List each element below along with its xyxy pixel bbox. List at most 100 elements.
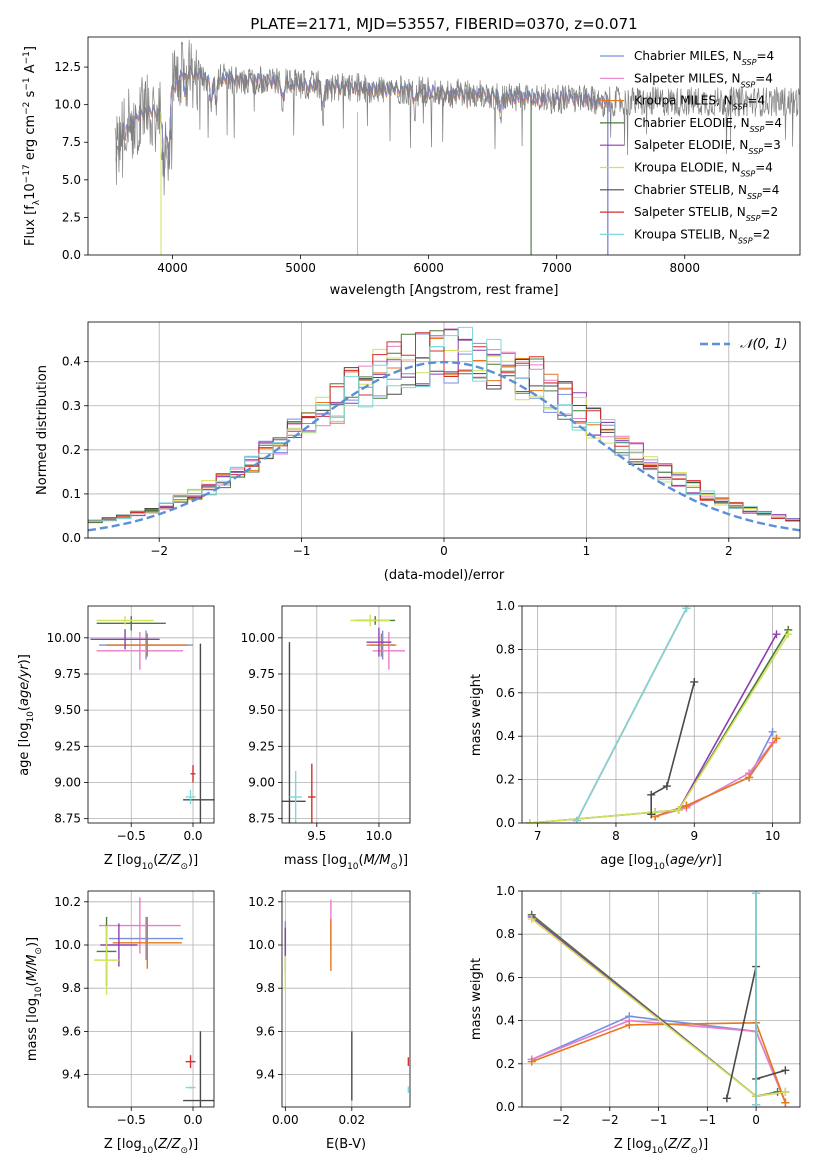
y-tick-label: 7.5: [62, 135, 81, 149]
y-tick-label: 0.4: [496, 1014, 515, 1028]
y-tick-label: 0.1: [62, 487, 81, 501]
weight-marker: [784, 630, 793, 639]
y-tick-label: 1.0: [496, 599, 515, 613]
y-tick-label: 10.0: [248, 938, 275, 952]
y-axis-label: Normed distribution: [35, 365, 50, 495]
y-tick-label: 9.25: [54, 739, 81, 753]
x-tick-label: −2: [150, 544, 168, 558]
x-tick-label: 4000: [157, 261, 188, 275]
y-tick-label: 10.0: [54, 938, 81, 952]
residual-histogram: [88, 326, 800, 522]
axes-frame: [281, 605, 411, 824]
y-tick-label: 0.0: [496, 816, 515, 830]
legend-label: Salpeter ELODIE, NSSP=3: [634, 138, 781, 156]
y-tick-label: 9.75: [54, 667, 81, 681]
weight-line: [531, 1019, 787, 1104]
x-tick-label: −0.5: [117, 1113, 146, 1127]
y-tick-label: 10.2: [248, 895, 275, 909]
x-tick-label: −1: [650, 1113, 668, 1127]
x-tick-label: −1: [698, 1113, 716, 1127]
plot-area: [284, 899, 410, 1101]
legend-label: Kroupa ELODIE, NSSP=4: [634, 161, 773, 179]
axes-massweight_vs_Z: −2 −2 −1 −1 0 0.0 0.2 0.4 0.6 0.8 1.0 Z [log10(Z/Z⊙…: [469, 884, 801, 1156]
y-tick-label: 9.00: [54, 775, 81, 789]
figure-title: PLATE=2171, MJD=53557, FIBERID=0370, z=0…: [250, 15, 637, 33]
x-tick-label: 9: [690, 829, 698, 843]
weight-line: [531, 914, 778, 1098]
plot-area: [88, 326, 800, 532]
weight-line: [654, 731, 774, 818]
y-tick-label: 0.4: [496, 729, 515, 743]
plot-area: [527, 891, 790, 1107]
weight-marker: [662, 782, 671, 791]
weight-marker: [752, 1100, 761, 1107]
x-tick-label: 0.0: [183, 829, 202, 843]
legend-label: Kroupa MILES, NSSP=4: [634, 94, 765, 112]
y-tick-label: 9.50: [54, 703, 81, 717]
y-axis-label: age [log10(age/yr)]: [17, 654, 36, 776]
weight-marker: [674, 805, 683, 814]
weight-marker: [572, 816, 581, 823]
y-tick-label: 9.50: [248, 703, 275, 717]
axes-frame: [521, 890, 801, 1108]
x-axis-label: Z [log10(Z/Z⊙)]: [104, 1137, 198, 1156]
weight-marker: [527, 915, 536, 924]
y-tick-label: 0.2: [496, 1057, 515, 1071]
y-axis-label: mass [log10(M/M⊙)]: [25, 937, 44, 1061]
weight-line: [650, 681, 696, 815]
legend-label: Salpeter STELIB, NSSP=2: [634, 205, 778, 223]
axes-spectrum: 4000 5000 6000 7000 8000 0.0 2.5 5.0 7.5 10.0 12.5…: [22, 36, 801, 298]
weight-line: [529, 629, 789, 823]
x-tick-label: 0.00: [272, 1113, 299, 1127]
axes-frame: [87, 890, 215, 1108]
axes-mass_vs_Z: −0.5 0.0 9.4 9.6 9.8 10.0 10.2 Z [log10(Z/Z⊙)] m…: [25, 890, 215, 1156]
plot-area: [282, 614, 406, 823]
plot-area: [90, 616, 214, 823]
y-tick-label: 8.75: [54, 812, 81, 826]
weight-marker: [752, 891, 761, 898]
x-axis-label: age [log10(age/yr)]: [600, 853, 722, 872]
y-tick-label: 1.0: [496, 884, 515, 898]
plot-area: [114, 39, 800, 255]
x-tick-label: −0.5: [117, 829, 146, 843]
x-tick-label: 9.5: [307, 829, 326, 843]
y-tick-label: 0.6: [496, 970, 515, 984]
y-tick-label: 9.25: [248, 739, 275, 753]
y-tick-label: 0.0: [62, 248, 81, 262]
x-tick-label: 0.02: [338, 1113, 365, 1127]
axes-age_vs_mass: 9.5 10.0 8.75 9.00 9.25 9.50 9.75 10.00 mass [lo…: [241, 605, 411, 872]
y-tick-label: 9.8: [256, 981, 275, 995]
x-tick-label: 7: [534, 829, 542, 843]
y-tick-label: 9.00: [248, 775, 275, 789]
axes-frame: [87, 36, 801, 256]
plot-area: [525, 606, 793, 823]
y-axis-label: Flux [fλ10−17 erg cm−2 s−1 A−1]: [22, 46, 42, 246]
axes-age_vs_Z: −0.5 0.0 8.75 9.00 9.25 9.50 9.75 10.00 Z [log10…: [17, 605, 215, 872]
y-tick-label: 10.0: [54, 98, 81, 112]
y-tick-label: 8.75: [248, 812, 275, 826]
weight-line: [576, 607, 688, 822]
weight-marker: [682, 801, 691, 810]
y-tick-label: 0.8: [496, 642, 515, 656]
x-tick-label: 5000: [285, 261, 316, 275]
weight-marker: [625, 1020, 634, 1029]
weight-marker: [772, 630, 781, 639]
y-tick-label: 0.0: [496, 1100, 515, 1114]
weight-marker: [772, 734, 781, 743]
x-tick-label: 0: [752, 1113, 760, 1127]
gaussian-curve: [88, 360, 800, 532]
y-tick-label: 12.5: [54, 60, 81, 74]
y-axis-label: mass weight: [469, 674, 484, 756]
x-axis-label: wavelength [Angstrom, rest frame]: [330, 283, 559, 298]
x-axis-label: E(B-V): [326, 1137, 366, 1152]
legend-label: Chabrier MILES, NSSP=4: [634, 49, 774, 67]
axes-frame: [281, 890, 411, 1108]
x-tick-label: 8: [612, 829, 620, 843]
y-tick-label: 5.0: [62, 173, 81, 187]
y-tick-label: 9.8: [62, 981, 81, 995]
y-tick-label: 9.4: [62, 1068, 81, 1082]
weight-marker: [781, 1098, 790, 1107]
x-tick-label: 0.0: [183, 1113, 202, 1127]
y-axis-label: mass weight: [469, 958, 484, 1040]
x-tick-label: 8000: [669, 261, 700, 275]
